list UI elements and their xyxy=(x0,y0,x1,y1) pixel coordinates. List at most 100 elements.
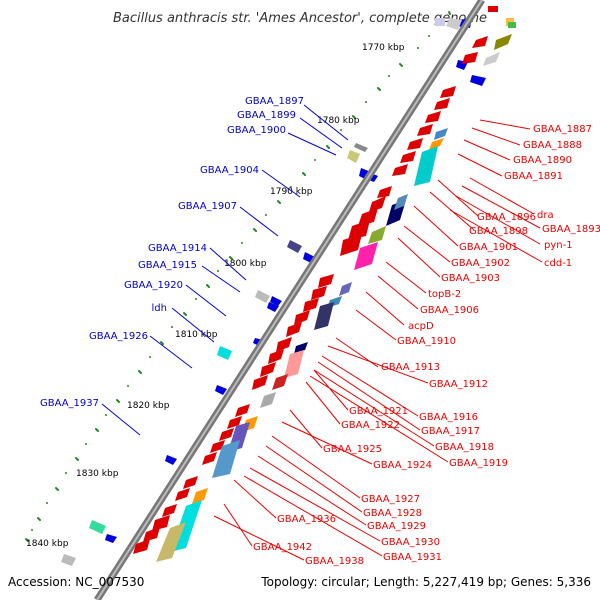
gene-label: GBAA_1936 xyxy=(277,514,336,525)
forward-gene-arrow xyxy=(348,220,370,240)
forward-gene-arrow xyxy=(440,86,456,98)
forward-gene-arrow xyxy=(369,196,386,212)
scale-label: 1810 kbp xyxy=(175,330,218,340)
genome-summary-text: Topology: circular; Length: 5,227,419 bp… xyxy=(260,575,591,589)
gene-label: GBAA_1899 xyxy=(237,110,296,121)
forward-gene-arrow xyxy=(260,362,276,377)
forward-gene-arrow xyxy=(472,36,488,48)
right-gene-labels: GBAA_1887 GBAA_1888 GBAA_1890 GBAA_1891 … xyxy=(253,124,600,567)
gene-label: GBAA_1925 xyxy=(323,444,382,455)
forward-gene-arrow xyxy=(152,515,170,531)
gene-label: GBAA_1938 xyxy=(305,556,364,567)
feature-block xyxy=(347,150,360,163)
gene-label: GBAA_1893 xyxy=(542,224,600,235)
left-leader-lines xyxy=(101,104,349,436)
reverse-gene-arrow xyxy=(105,534,117,543)
gene-label: GBAA_1928 xyxy=(363,508,422,519)
forward-gene-arrow xyxy=(210,440,225,453)
forward-gene-arrow xyxy=(235,404,250,417)
scale-label: 1790 kbp xyxy=(270,187,313,197)
forward-gene-arrow xyxy=(311,286,327,300)
right-leader-lines xyxy=(213,119,543,561)
gene-label: GBAA_1898 xyxy=(469,226,528,237)
reverse-strand-features xyxy=(61,18,462,566)
gene-label: GBAA_1931 xyxy=(383,552,442,563)
forward-gene-arrow xyxy=(268,349,284,364)
reverse-gene-arrow xyxy=(270,296,282,306)
gene-label: dra xyxy=(537,210,554,221)
gene-label: GBAA_1929 xyxy=(367,521,426,532)
gene-label: GBAA_1914 xyxy=(148,243,207,254)
forward-gene-arrow xyxy=(227,416,242,429)
forward-gene-arrow xyxy=(377,186,392,198)
feature-block xyxy=(435,18,445,26)
gene-label: GBAA_1912 xyxy=(429,379,488,390)
gene-label: cdd-1 xyxy=(544,258,572,269)
forward-gene-arrow xyxy=(162,504,177,517)
gene-label: GBAA_1901 xyxy=(459,242,518,253)
gene-label: GBAA_1888 xyxy=(523,140,582,151)
tick-dots xyxy=(31,23,441,531)
gene-label: ldh xyxy=(152,303,167,314)
accession-text: Accession: NC_007530 xyxy=(8,575,144,589)
forward-gene-arrow xyxy=(175,488,190,501)
gene-label: GBAA_1902 xyxy=(451,258,510,269)
gene-label: GBAA_1942 xyxy=(253,542,312,553)
feature-block xyxy=(217,346,232,360)
gene-label: GBAA_1900 xyxy=(227,125,286,136)
gene-label: GBAA_1896 xyxy=(477,212,536,223)
gene-label: acpD xyxy=(408,321,434,332)
gene-label: GBAA_1916 xyxy=(419,412,478,423)
scale-label: 1840 kbp xyxy=(26,539,69,549)
forward-gene-arrow xyxy=(252,375,268,390)
forward-strand-genes xyxy=(133,36,488,554)
forward-gene-arrow xyxy=(294,310,310,325)
scale-label: 1830 kbp xyxy=(76,469,119,479)
gene-label: GBAA_1919 xyxy=(449,458,508,469)
scale-label: 1770 kbp xyxy=(362,43,405,53)
gene-label: GBAA_1917 xyxy=(421,426,480,437)
forward-gene-arrow xyxy=(358,208,378,226)
forward-gene-arrow xyxy=(462,52,478,64)
gene-label: GBAA_1926 xyxy=(89,331,148,342)
reverse-gene-arrow xyxy=(267,302,279,312)
gene-label: GBAA_1903 xyxy=(441,273,500,284)
gene-label: GBAA_1897 xyxy=(245,96,304,107)
reverse-gene-arrow xyxy=(470,75,486,86)
forward-gene-arrow xyxy=(434,98,450,110)
forward-gene-arrow xyxy=(276,337,292,352)
gene-label: GBAA_1918 xyxy=(435,442,494,453)
forward-gene-arrow xyxy=(340,234,362,256)
gene-label: GBAA_1906 xyxy=(420,305,479,316)
scale-labels: 1770 kbp 1780 kbp 1790 kbp 1800 kbp 1810… xyxy=(26,43,405,549)
gene-label: GBAA_1907 xyxy=(178,201,237,212)
reverse-strand-genes xyxy=(105,18,486,543)
scale-label: 1780 kbp xyxy=(317,116,360,126)
gene-label: GBAA_1924 xyxy=(373,460,432,471)
gene-label: GBAA_1927 xyxy=(361,494,420,505)
gene-label: GBAA_1937 xyxy=(40,398,99,409)
gene-label: GBAA_1910 xyxy=(397,336,456,347)
gene-label: GBAA_1915 xyxy=(138,260,197,271)
forward-gene-arrow xyxy=(417,124,433,136)
gene-label: GBAA_1904 xyxy=(200,165,259,176)
scale-label: 1800 kbp xyxy=(224,259,267,269)
gene-label: GBAA_1920 xyxy=(124,280,183,291)
forward-gene-arrow xyxy=(303,298,319,312)
genome-title: Bacillus anthracis str. 'Ames Ancestor',… xyxy=(113,11,487,26)
gene-label: pyn-1 xyxy=(544,240,573,251)
reverse-gene-arrow xyxy=(215,385,227,395)
scale-label: 1820 kbp xyxy=(127,401,170,411)
tick-track xyxy=(25,11,451,542)
forward-gene-arrow xyxy=(143,527,160,542)
forward-gene-arrow xyxy=(392,164,408,176)
reverse-gene-arrow xyxy=(165,455,177,465)
gene-label: GBAA_1922 xyxy=(341,420,400,431)
feature-block xyxy=(61,554,76,566)
left-gene-labels: GBAA_1897 GBAA_1899 GBAA_1900 GBAA_1904 … xyxy=(40,96,304,409)
forward-gene-arrow xyxy=(183,476,198,489)
forward-gene-arrow xyxy=(286,322,302,337)
gene-label: GBAA_1890 xyxy=(513,155,572,166)
forward-gene-arrow xyxy=(202,452,217,465)
